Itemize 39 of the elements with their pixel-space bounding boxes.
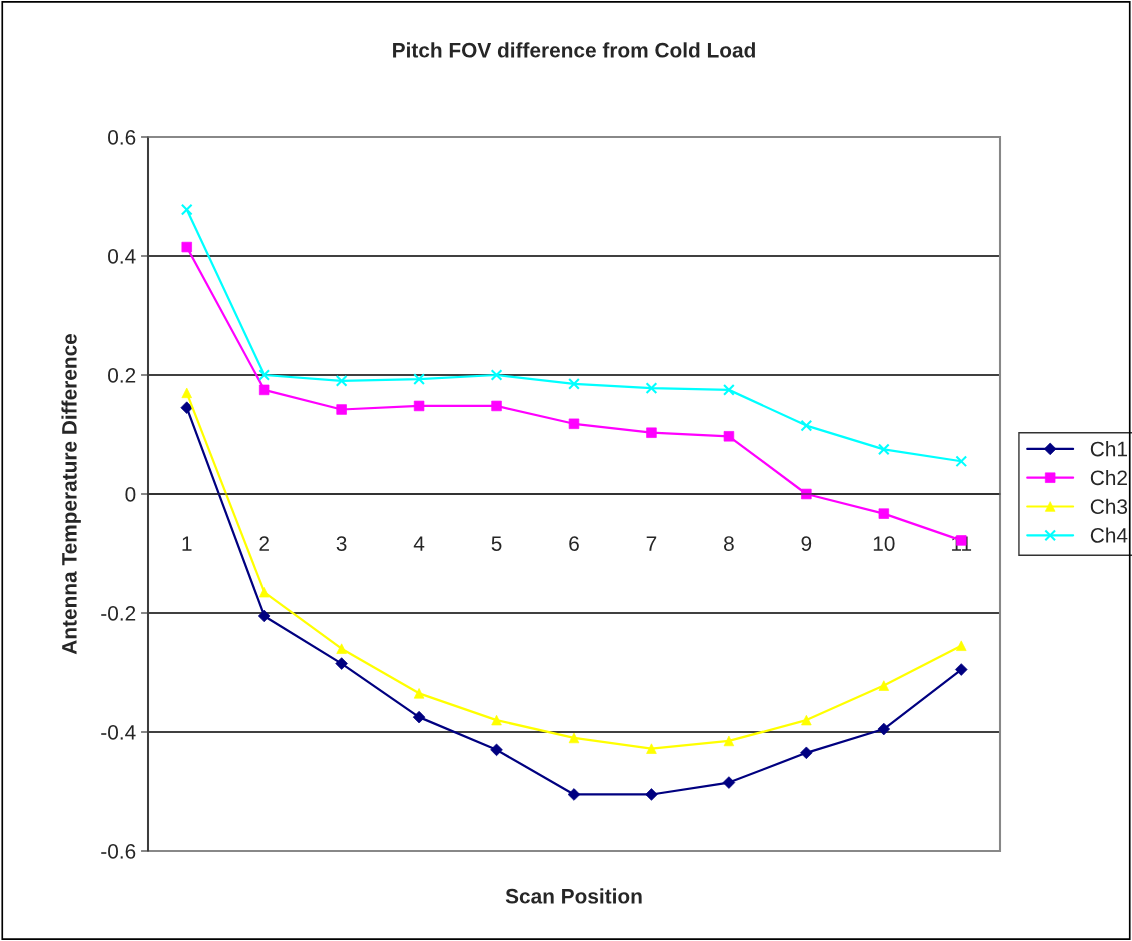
point — [490, 369, 503, 381]
x-tick-label: 2 — [259, 536, 269, 551]
y-tick-label: -0.2 — [101, 606, 136, 621]
legend-label: Ch3 — [1090, 498, 1128, 514]
x-tick-label: 1 — [182, 536, 192, 551]
legend-label: Ch4 — [1090, 527, 1128, 543]
point — [180, 203, 193, 216]
x-tick-label: 8 — [724, 536, 734, 551]
y-tick-label: -0.6 — [101, 844, 136, 859]
x-axis-title: Scan Position — [505, 888, 642, 904]
point — [955, 455, 968, 468]
x-tick-label: 4 — [413, 536, 425, 551]
point — [956, 640, 967, 651]
legend-label: Ch1 — [1090, 441, 1127, 457]
point — [335, 375, 348, 387]
x-tick-label: 10 — [873, 536, 895, 551]
point — [258, 369, 271, 381]
y-tick-label: -0.4 — [101, 725, 136, 740]
x-tick-label: 9 — [801, 536, 812, 551]
point — [723, 431, 735, 442]
x-tick-label: 6 — [569, 536, 579, 551]
x-tick-label: 5 — [491, 536, 502, 551]
point — [568, 418, 580, 429]
y-tick-label: 0.4 — [108, 249, 136, 264]
chart-title: Pitch FOV difference from Cold Load — [393, 42, 755, 58]
y-tick-label: 0 — [125, 487, 136, 502]
point — [181, 241, 192, 253]
x-tick-label: 7 — [646, 536, 657, 551]
point — [877, 443, 890, 456]
legend-label: Ch2 — [1090, 469, 1127, 486]
x-tick-label: 3 — [336, 536, 347, 551]
y-tick-label: 0.2 — [108, 368, 136, 383]
point — [800, 419, 813, 432]
y-axis-title: Antenna Temperature Difference — [61, 333, 81, 655]
point — [568, 378, 580, 390]
point — [723, 383, 735, 396]
y-tick-label: 0.6 — [108, 130, 136, 145]
point — [413, 373, 425, 386]
point — [645, 382, 658, 394]
